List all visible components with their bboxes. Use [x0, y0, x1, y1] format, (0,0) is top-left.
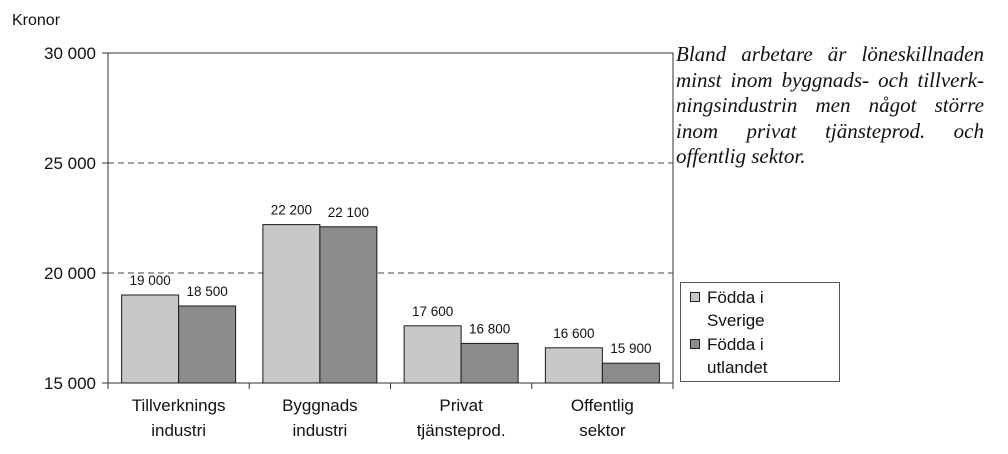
bar [544, 347, 603, 384]
bar [460, 342, 519, 384]
bar [403, 325, 462, 384]
y-axis-label: Kronor [12, 12, 61, 29]
legend-label-sverige: Födda i Sverige [707, 286, 835, 332]
x-tick-label: Tillverknings [132, 396, 226, 415]
legend-label-utlandet: Födda i utlandet [707, 333, 835, 379]
data-label: 16 600 [553, 326, 594, 341]
y-tick-label: 15 000 [44, 374, 96, 393]
legend-swatch-utlandet [690, 339, 700, 349]
legend-label-utlandet-line1: Födda i [707, 335, 764, 354]
x-tick-label: Privat [439, 396, 483, 415]
x-tick-label: industri [292, 421, 347, 440]
data-label: 19 000 [129, 273, 170, 288]
legend-label-utlandet-line2: utlandet [707, 358, 768, 377]
data-label: 17 600 [412, 304, 453, 319]
data-labels: 19 000 18 500 22 200 22 100 17 600 16 800 16 6… [129, 203, 651, 357]
y-tick-label: 20 000 [44, 264, 96, 283]
bar [121, 294, 180, 384]
y-tick-label: 30 000 [44, 44, 96, 63]
bar [178, 305, 237, 384]
legend-swatch-sverige [690, 292, 700, 302]
x-tick-label: industri [151, 421, 206, 440]
bars [121, 224, 660, 384]
data-label: 15 900 [610, 341, 651, 356]
legend: Födda i Sverige Födda i utlandet [680, 282, 840, 382]
data-label: 22 200 [271, 203, 312, 218]
legend-label-sverige-line1: Födda i [707, 288, 764, 307]
x-axis: Tillverknings industri Byggnads industri Pri… [107, 383, 674, 440]
y-tick-label: 25 000 [44, 154, 96, 173]
legend-label-sverige-line2: Sverige [707, 311, 765, 330]
x-tick-label: Byggnads [282, 396, 358, 415]
y-axis: 15 000 20 000 25 000 30 000 [44, 44, 108, 393]
bar [262, 224, 321, 384]
gridlines [108, 162, 673, 274]
x-tick-label: tjänsteprod. [417, 421, 506, 440]
chart-commentary: Bland arbetare är löne­skillnaden minst … [676, 42, 984, 168]
data-label: 16 800 [469, 321, 510, 336]
x-tick-label: sektor [579, 421, 626, 440]
data-label: 22 100 [328, 205, 369, 220]
data-label: 18 500 [186, 284, 227, 299]
x-tick-label: Offentlig [571, 396, 634, 415]
bar [601, 362, 660, 384]
bar [319, 226, 378, 384]
